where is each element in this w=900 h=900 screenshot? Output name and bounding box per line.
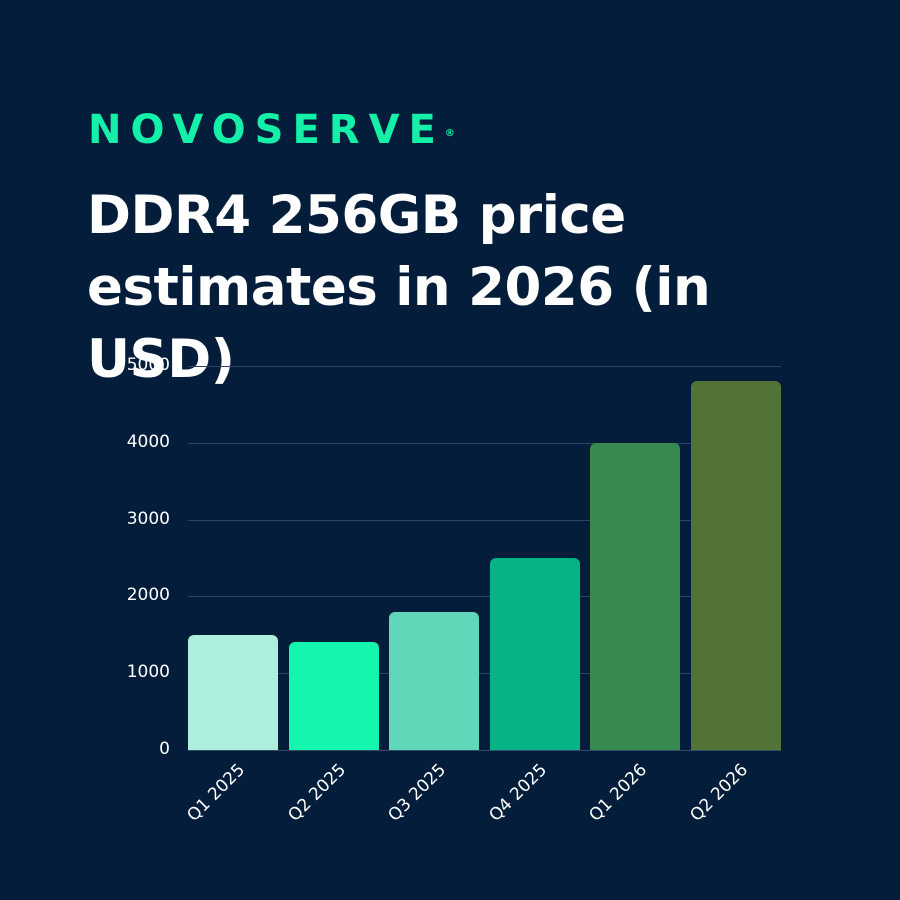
logo-text: NOVOSERVE <box>88 107 445 153</box>
y-tick-label: 0 <box>159 739 170 759</box>
x-tick-label: Q1 2025 <box>183 760 250 826</box>
bar <box>490 558 580 750</box>
y-tick-label: 1000 <box>126 662 170 682</box>
registered-mark: ® <box>444 128 455 139</box>
x-tick-label: Q4 2025 <box>485 760 552 826</box>
gridline <box>188 366 781 367</box>
x-tick-label: Q1 2026 <box>585 760 652 826</box>
novoserve-logo: NOVOSERVE® <box>88 108 455 152</box>
bar <box>590 443 680 750</box>
y-tick-label: 3000 <box>126 509 170 529</box>
gridline <box>188 520 781 521</box>
gridline <box>188 596 781 597</box>
title-line-2: estimates in 2026 (in USD) <box>87 257 711 390</box>
gridline <box>188 673 781 674</box>
title-line-1: DDR4 256GB price <box>87 185 626 246</box>
bar <box>188 635 278 750</box>
x-tick-label: Q3 2025 <box>384 760 451 826</box>
y-tick-label: 2000 <box>126 585 170 605</box>
page-title: DDR4 256GB price estimates in 2026 (in U… <box>87 180 867 396</box>
x-tick-label: Q2 2026 <box>686 760 753 826</box>
bar <box>691 381 781 750</box>
y-tick-label: 5000 <box>126 355 170 375</box>
y-tick-label: 4000 <box>126 432 170 452</box>
bar <box>289 642 379 750</box>
gridline <box>188 443 781 444</box>
x-axis-baseline <box>188 750 781 751</box>
x-tick-label: Q2 2025 <box>284 760 351 826</box>
bar <box>389 612 479 750</box>
